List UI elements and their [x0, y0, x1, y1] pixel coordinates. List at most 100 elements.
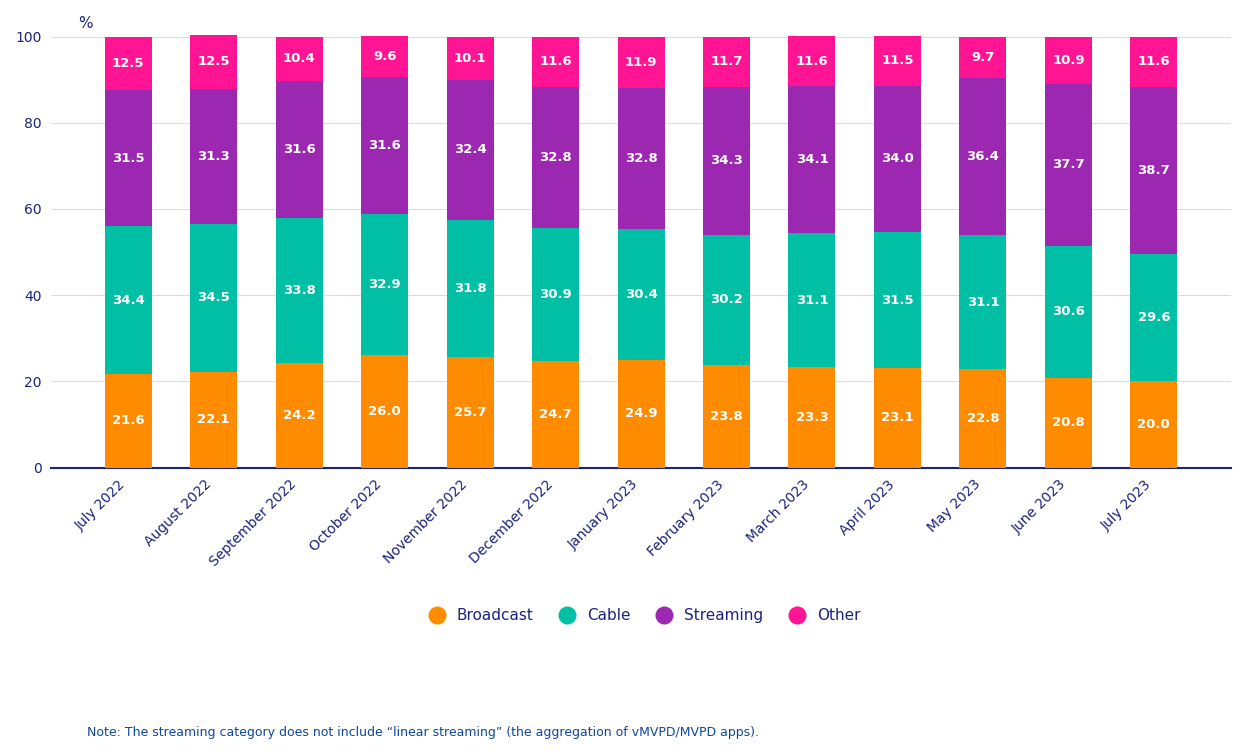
Bar [275, 36, 323, 82]
Text: 32.8: 32.8 [624, 152, 658, 165]
Text: 10.4: 10.4 [283, 52, 315, 66]
Bar [275, 218, 323, 363]
Text: 12.5: 12.5 [112, 57, 145, 70]
Text: 32.8: 32.8 [540, 150, 572, 164]
Bar [959, 36, 1007, 79]
Text: 9.6: 9.6 [373, 51, 396, 64]
Bar [1045, 83, 1091, 246]
Bar [361, 78, 409, 214]
Text: 9.7: 9.7 [971, 51, 994, 64]
Bar [361, 214, 409, 355]
Bar [873, 36, 921, 85]
Bar [703, 87, 750, 235]
Text: 31.8: 31.8 [454, 282, 486, 295]
Text: 32.9: 32.9 [369, 278, 401, 291]
Text: 31.5: 31.5 [112, 152, 145, 165]
Bar [873, 232, 921, 368]
Bar [1045, 378, 1091, 467]
Text: %: % [78, 16, 92, 31]
Text: 38.7: 38.7 [1138, 164, 1170, 177]
Text: Note: The streaming category does not include “linear streaming” (the aggregatio: Note: The streaming category does not in… [87, 727, 759, 739]
Bar [532, 36, 579, 86]
Text: 10.9: 10.9 [1052, 54, 1085, 67]
Bar [446, 357, 493, 467]
Text: 21.6: 21.6 [112, 414, 145, 427]
Bar [275, 363, 323, 467]
Text: 26.0: 26.0 [369, 405, 401, 418]
Bar [275, 82, 323, 218]
Bar [1045, 246, 1091, 378]
Text: 23.1: 23.1 [881, 411, 913, 424]
Text: 24.7: 24.7 [540, 407, 572, 421]
Text: 34.4: 34.4 [112, 294, 145, 307]
Text: 20.0: 20.0 [1138, 418, 1170, 431]
Text: 11.6: 11.6 [540, 55, 572, 68]
Text: 22.8: 22.8 [967, 412, 999, 425]
Bar [873, 85, 921, 232]
Text: 37.7: 37.7 [1052, 158, 1085, 172]
Bar [191, 224, 237, 372]
Text: 31.1: 31.1 [967, 296, 999, 308]
Bar [191, 372, 237, 467]
Bar [703, 365, 750, 467]
Bar [191, 35, 237, 88]
Bar [105, 374, 152, 467]
Bar [873, 368, 921, 467]
Bar [959, 235, 1007, 369]
Bar [105, 91, 152, 226]
Text: 20.8: 20.8 [1052, 417, 1085, 429]
Text: 29.6: 29.6 [1138, 311, 1170, 324]
Text: 30.9: 30.9 [540, 288, 572, 301]
Text: 34.1: 34.1 [796, 153, 829, 166]
Bar [959, 369, 1007, 467]
Bar [789, 86, 836, 233]
Bar [1045, 36, 1091, 83]
Bar [446, 36, 493, 80]
Text: 31.3: 31.3 [197, 150, 231, 163]
Text: 23.8: 23.8 [710, 410, 743, 423]
Bar [446, 220, 493, 357]
Bar [789, 36, 836, 86]
Bar [618, 360, 664, 467]
Bar [446, 80, 493, 220]
Text: 33.8: 33.8 [283, 284, 315, 297]
Bar [789, 233, 836, 367]
Bar [789, 367, 836, 467]
Bar [618, 88, 664, 229]
Text: 11.7: 11.7 [710, 55, 743, 68]
Text: 34.0: 34.0 [881, 153, 913, 166]
Bar [1130, 381, 1177, 467]
Bar [361, 355, 409, 467]
Text: 11.9: 11.9 [624, 56, 658, 69]
Bar [191, 88, 237, 224]
Bar [532, 228, 579, 361]
Bar [703, 36, 750, 87]
Text: 24.2: 24.2 [283, 409, 315, 422]
Text: 11.5: 11.5 [881, 54, 913, 67]
Text: 30.4: 30.4 [624, 288, 658, 301]
Bar [1130, 37, 1177, 87]
Text: 11.6: 11.6 [796, 54, 829, 67]
Bar [105, 36, 152, 91]
Text: 34.3: 34.3 [710, 154, 743, 167]
Bar [532, 86, 579, 228]
Bar [532, 361, 579, 467]
Text: 30.2: 30.2 [710, 293, 743, 306]
Text: 36.4: 36.4 [967, 150, 999, 163]
Text: 22.1: 22.1 [197, 414, 231, 426]
Text: 24.9: 24.9 [624, 407, 658, 420]
Text: 12.5: 12.5 [197, 55, 231, 68]
Bar [618, 229, 664, 360]
Bar [361, 36, 409, 78]
Bar [1130, 254, 1177, 381]
Text: 31.6: 31.6 [283, 143, 315, 156]
Text: 34.5: 34.5 [197, 292, 231, 305]
Bar [618, 36, 664, 88]
Text: 32.4: 32.4 [454, 144, 486, 156]
Text: 11.6: 11.6 [1138, 55, 1170, 69]
Bar [703, 235, 750, 365]
Text: 10.1: 10.1 [454, 52, 486, 65]
Bar [105, 226, 152, 374]
Text: 31.1: 31.1 [796, 293, 829, 307]
Text: 31.6: 31.6 [369, 139, 401, 152]
